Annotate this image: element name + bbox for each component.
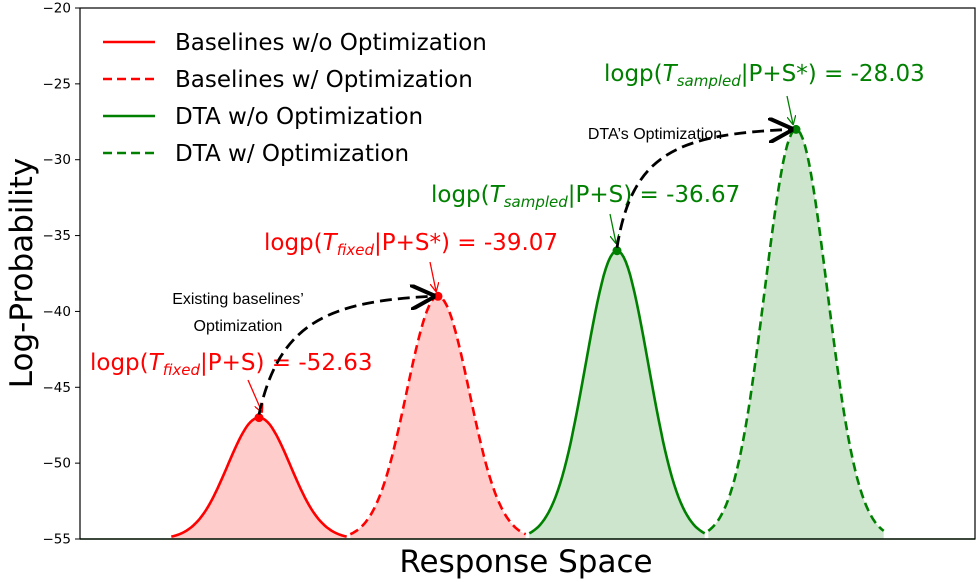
legend-label: DTA w/o Optimization <box>175 104 423 130</box>
y-tick-label: −20 <box>43 1 72 17</box>
y-tick-label: −55 <box>43 532 72 548</box>
annotation-label: logp(Tfixed|P+S*) = -39.07 <box>264 230 558 259</box>
legend-label: Baselines w/ Optimization <box>175 67 473 93</box>
y-tick-label: −40 <box>43 304 72 320</box>
legend-label: Baselines w/o Optimization <box>175 30 487 56</box>
annotation-label: logp(Tfixed|P+S) = -52.63 <box>90 350 373 379</box>
peak-point <box>433 291 443 301</box>
y-axis-label: Log-Probability <box>4 158 40 388</box>
series-fill <box>350 296 526 539</box>
series-fill <box>529 250 705 539</box>
y-tick-label: −50 <box>43 456 72 472</box>
series-fill <box>708 129 884 539</box>
y-tick-label: −35 <box>43 228 72 244</box>
arrow-label: Existing baselines’ <box>172 291 304 308</box>
peak-point <box>612 246 622 256</box>
series-line <box>707 127 885 532</box>
series-fill <box>171 417 347 539</box>
arrow-label: DTA’s Optimization <box>588 126 722 143</box>
peak-point <box>254 413 264 423</box>
optimization-arrow <box>615 129 791 248</box>
annotation-pointer <box>429 261 436 291</box>
y-tick-label: −45 <box>43 380 72 396</box>
arrow-label: Optimization <box>194 318 283 335</box>
plot-frame <box>79 7 976 540</box>
legend-label: DTA w/ Optimization <box>175 141 409 167</box>
peak-point <box>791 124 801 134</box>
annotation-label: logp(Tsampled|P+S*) = -28.03 <box>604 61 925 90</box>
optimization-arrow <box>257 296 433 415</box>
annotation-label: logp(Tsampled|P+S) = -36.67 <box>431 182 740 211</box>
y-tick-label: −25 <box>43 76 72 92</box>
x-axis-label: Response Space <box>399 544 652 580</box>
annotation-pointer <box>786 95 793 124</box>
y-tick-label: −30 <box>43 152 72 168</box>
annotation-pointer <box>609 213 616 243</box>
